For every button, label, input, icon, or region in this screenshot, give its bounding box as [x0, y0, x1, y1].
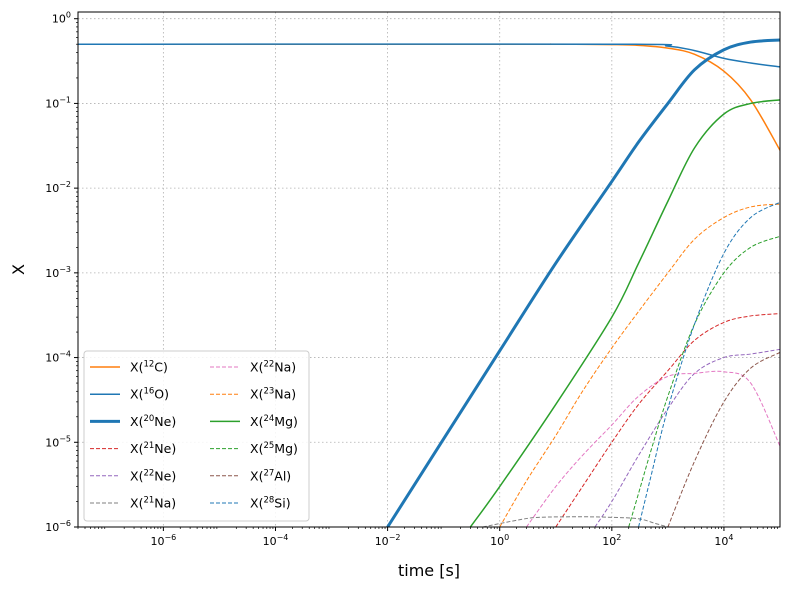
- series-line: [499, 203, 780, 527]
- series-line: [667, 351, 780, 527]
- legend-entry-label: X(21Ne): [130, 441, 176, 456]
- x-tick-label: 102: [602, 533, 621, 548]
- x-tick-label: 100: [490, 533, 509, 548]
- series-line: [628, 235, 780, 527]
- legend-entry-label: X(20Ne): [130, 414, 176, 429]
- series-layer: [78, 38, 780, 527]
- legend-entry-label: X(24Mg): [250, 414, 298, 429]
- x-axis-title: time [s]: [398, 561, 460, 580]
- series-line: [386, 38, 780, 527]
- legend-entry-label: X(21Na): [130, 496, 176, 511]
- series-line: [638, 201, 780, 527]
- x-tick-label: 104: [714, 533, 733, 548]
- y-tick-label: 10−1: [45, 95, 71, 110]
- legend-entry-label: X(25Mg): [250, 441, 298, 456]
- plot-frame: [77, 11, 781, 528]
- legend-frame: [83, 350, 310, 522]
- y-tick-label: 10−3: [45, 265, 71, 280]
- y-axis-title: X: [9, 264, 28, 275]
- series-line: [555, 313, 780, 527]
- series-line: [594, 348, 780, 527]
- y-tick-label: 10−4: [45, 350, 71, 365]
- series-line: [78, 43, 780, 68]
- series-line: [482, 516, 669, 527]
- x-axis: 10−6 10−4 10−2 100 102 104: [77, 527, 778, 548]
- legend-entry-label: X(22Na): [250, 360, 296, 375]
- legend-entry-label: X(12C): [130, 360, 168, 375]
- x-tick-label: 10−4: [263, 533, 289, 548]
- y-tick-label: 10−5: [45, 434, 71, 449]
- x-tick-label: 10−6: [150, 533, 176, 548]
- x-tick-label: 10−2: [375, 533, 401, 548]
- legend-entry-label: X(28Si): [250, 496, 291, 511]
- legend-entry-label: X(22Ne): [130, 468, 176, 483]
- series-line: [526, 370, 780, 527]
- series-line: [469, 99, 780, 527]
- y-tick-label: 10−2: [45, 180, 71, 195]
- legend-entry-label: X(27Al): [250, 468, 291, 483]
- series-line: [78, 43, 780, 151]
- y-axis: 10−6 10−5 10−4 10−3 10−2 10−1 100: [45, 11, 78, 534]
- legend-entry-label: X(16O): [130, 387, 169, 402]
- y-tick-label: 10−6: [45, 519, 71, 534]
- y-tick-label: 100: [52, 11, 71, 26]
- legend-entry-label: X(23Na): [250, 387, 296, 402]
- legend: X(12C) X(16O) X(20Ne) X(21Ne) X(22Ne) X(21Na)…: [83, 350, 310, 522]
